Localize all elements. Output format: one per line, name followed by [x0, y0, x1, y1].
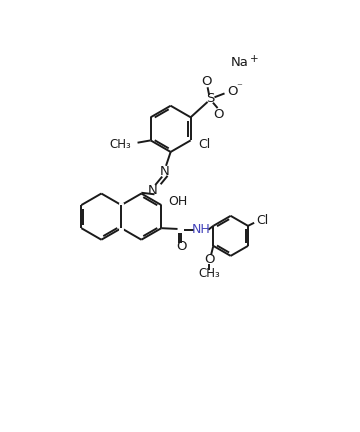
Text: ⁻: ⁻ — [236, 82, 242, 92]
Text: +: + — [249, 54, 258, 64]
Text: N: N — [148, 184, 158, 197]
Text: O: O — [213, 108, 224, 121]
Text: Cl: Cl — [198, 138, 211, 151]
Text: O: O — [202, 75, 212, 89]
Text: OH: OH — [169, 196, 188, 209]
Text: CH₃: CH₃ — [199, 267, 220, 280]
Text: CH₃: CH₃ — [110, 138, 131, 151]
Text: O: O — [204, 253, 215, 266]
Text: O: O — [227, 85, 238, 98]
Text: N: N — [159, 165, 169, 178]
Text: NH: NH — [192, 223, 211, 236]
Text: S: S — [207, 92, 215, 105]
Text: Cl: Cl — [256, 214, 269, 227]
Text: O: O — [176, 240, 186, 253]
Text: Na: Na — [231, 56, 249, 69]
